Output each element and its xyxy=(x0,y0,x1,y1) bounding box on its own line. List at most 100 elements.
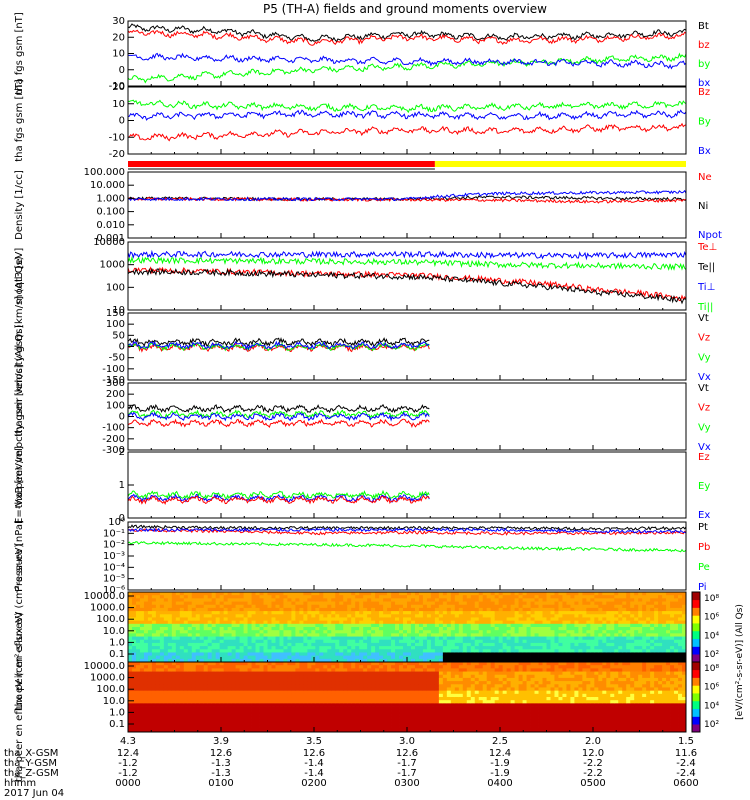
spectrogram-cell xyxy=(478,598,484,602)
spectrogram-cell xyxy=(295,639,300,644)
spectrogram-cell xyxy=(299,617,304,622)
spectrogram-cell xyxy=(478,595,484,599)
spectrogram-cell xyxy=(530,611,535,615)
spectrogram-cell xyxy=(375,592,380,596)
spectrogram-cell xyxy=(606,611,611,615)
spectrogram-cell xyxy=(570,607,575,612)
spectrogram-cell xyxy=(666,614,671,618)
spectrogram-cell xyxy=(418,601,424,606)
spectrogram-cell xyxy=(315,636,320,641)
spectrogram-cell xyxy=(271,655,276,660)
spectrogram-cell xyxy=(211,662,217,666)
spectrogram-cell xyxy=(155,649,161,653)
spectrogram-cell xyxy=(594,649,599,653)
spectrogram-cell xyxy=(339,690,344,695)
spectrogram-cell xyxy=(438,598,444,602)
spectrogram-cell xyxy=(458,604,464,609)
spectrogram-cell xyxy=(558,607,563,612)
spectrogram-cell xyxy=(359,636,364,641)
spectrogram-cell xyxy=(179,655,185,660)
spectrogram-cell xyxy=(199,706,205,711)
spectrogram-cell xyxy=(239,722,244,727)
spectrogram-cell xyxy=(574,592,579,596)
spectrogram-cell xyxy=(283,665,288,669)
spectrogram-cell xyxy=(151,706,157,711)
spectrogram-cell xyxy=(598,592,603,596)
spectrogram-cell xyxy=(255,728,260,733)
spectrogram-cell xyxy=(454,595,460,599)
spectrogram-cell xyxy=(319,690,324,695)
spectrogram-cell xyxy=(291,703,296,707)
spectrogram-cell xyxy=(203,655,209,660)
spectrogram-cell xyxy=(438,604,444,609)
spectrogram-cell xyxy=(319,725,324,730)
spectrogram-cell xyxy=(446,633,452,637)
spectrogram-cell xyxy=(422,639,428,644)
spectrogram-cell xyxy=(128,693,133,698)
spectrogram-cell xyxy=(387,601,392,606)
spectrogram-cell xyxy=(614,652,619,657)
spectrogram-cell xyxy=(383,623,388,628)
spectrogram-cell xyxy=(558,598,563,602)
spectrogram-cell xyxy=(666,639,671,644)
spectrogram-cell xyxy=(235,712,240,717)
spectrogram-cell xyxy=(598,636,603,641)
spectrogram-cell xyxy=(634,652,639,657)
spectrogram-cell xyxy=(446,652,452,657)
spectrogram-cell xyxy=(243,665,248,669)
spectrogram-cell xyxy=(247,690,252,695)
spectrogram-cell xyxy=(554,642,559,647)
spectrogram-cell xyxy=(355,611,360,615)
spectrogram-cell xyxy=(219,709,225,714)
spectrogram-cell xyxy=(291,684,296,688)
spectrogram-cell xyxy=(219,668,225,672)
spectrogram-cell xyxy=(383,684,388,688)
spectrogram-cell xyxy=(387,693,392,698)
spectrogram-cell xyxy=(227,674,233,679)
spectrogram-cell xyxy=(486,649,492,653)
spectrogram-cell xyxy=(303,671,308,676)
spectrogram-cell xyxy=(470,614,476,618)
spectrogram-cell xyxy=(654,611,659,615)
spectrogram-cell xyxy=(414,601,420,606)
spectrogram-cell xyxy=(179,652,185,657)
spectrogram-cell xyxy=(379,690,384,695)
spectrogram-cell xyxy=(534,620,539,625)
spectrogram-cell xyxy=(219,681,225,685)
spectrogram-cell xyxy=(434,630,440,634)
spectrogram-cell xyxy=(502,601,508,606)
spectrogram-cell xyxy=(514,627,519,631)
spectrogram-cell xyxy=(410,642,416,647)
spectrogram-cell xyxy=(514,630,519,634)
spectrogram-cell xyxy=(502,617,508,622)
spectrogram-cell xyxy=(642,601,647,606)
spectrogram-cell xyxy=(279,652,284,657)
spectrogram-cell xyxy=(403,617,408,622)
spectrogram-cell xyxy=(678,623,683,628)
spectrogram-cell xyxy=(530,649,535,653)
spectrogram-cell xyxy=(295,681,300,685)
spectrogram-cell xyxy=(375,716,380,720)
spectrogram-cell xyxy=(171,649,177,653)
y-tick-label: 200 xyxy=(106,389,125,400)
spectrogram-cell xyxy=(450,636,456,641)
spectrogram-cell xyxy=(379,671,384,676)
spectrogram-cell xyxy=(470,611,476,615)
spectrogram-cell xyxy=(387,617,392,622)
spectrogram-cell xyxy=(383,677,388,682)
spectrogram-cell xyxy=(199,652,205,657)
spectrogram-cell xyxy=(131,697,137,701)
spectrogram-cell xyxy=(235,607,240,612)
spectrogram-cell xyxy=(191,607,197,612)
spectrogram-cell xyxy=(566,607,571,612)
spectrogram-cell xyxy=(151,728,157,733)
spectrogram-cell xyxy=(283,620,288,625)
spectrogram-cell xyxy=(610,639,615,644)
spectrogram-cell xyxy=(183,607,189,612)
spectrogram-cell xyxy=(199,633,205,637)
y-tick-label: 20 xyxy=(112,82,125,93)
spectrogram-cell xyxy=(319,627,324,631)
spectrogram-cell xyxy=(175,614,181,618)
spectrogram-cell xyxy=(542,623,547,628)
